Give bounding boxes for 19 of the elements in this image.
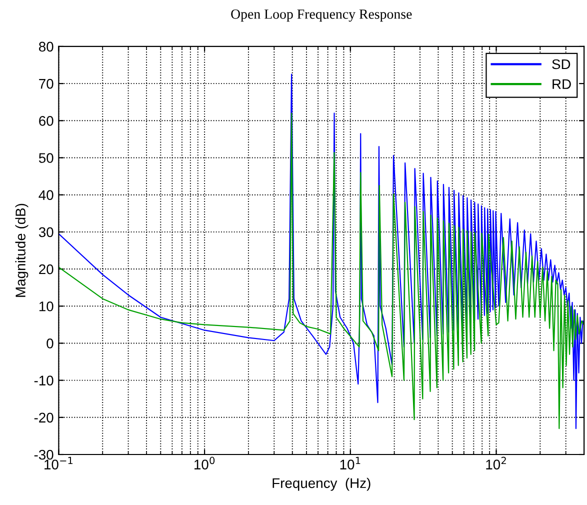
y-tick-label: 30 — [38, 227, 54, 238]
y-tick-label: 0 — [46, 338, 54, 348]
y-tick-label: -20 — [34, 412, 54, 423]
y-axis-title: Magnitude (dB) — [15, 204, 28, 297]
legend-label: SD — [552, 59, 570, 70]
y-tick-label: 60 — [39, 116, 54, 126]
x-tick-label: 10$^{0}$ — [194, 456, 215, 470]
y-tick-label: 70 — [39, 78, 54, 89]
x-tick-label: 10$^{2}$ — [486, 456, 506, 470]
y-tick-label: 50 — [38, 153, 54, 163]
y-tick-label: -10 — [34, 376, 54, 386]
y-tick-label: 20 — [39, 264, 54, 274]
x-tick-label: 10$^{1}$ — [340, 456, 360, 470]
x-axis-title: Frequency (Hz) — [272, 478, 370, 491]
y-tick-label: 10 — [39, 301, 54, 312]
legend-label: RD — [552, 79, 571, 89]
chart-title: Open Loop Frequency Response — [231, 9, 412, 22]
y-tick-label: 40 — [38, 190, 54, 200]
y-tick-label: 80 — [38, 42, 54, 52]
